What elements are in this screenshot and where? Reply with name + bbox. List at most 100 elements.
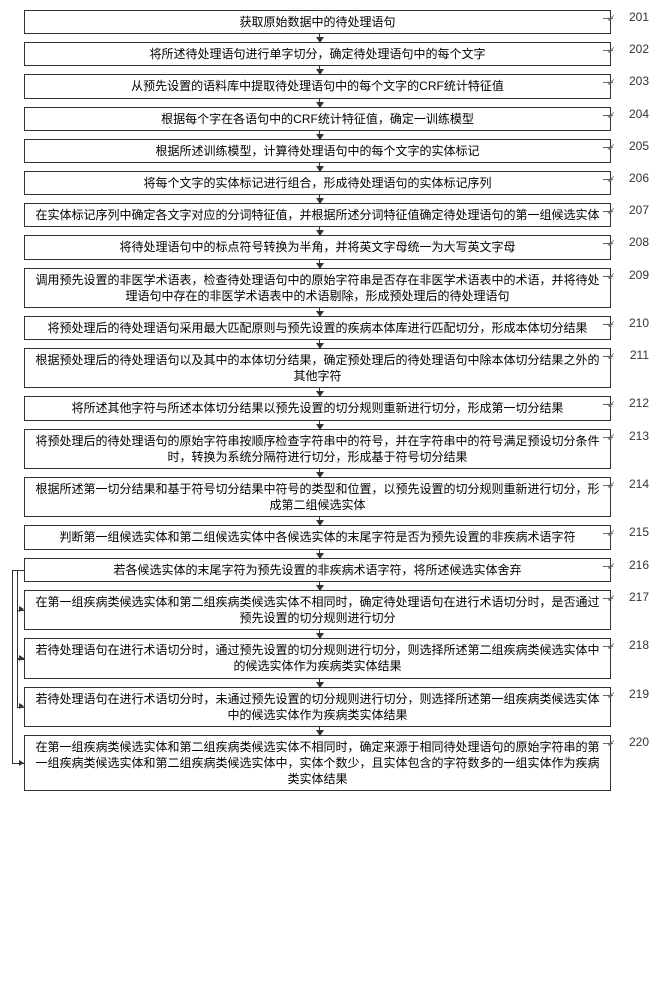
flow-step: 根据所述第一切分结果和基于符号切分结果中符号的类型和位置，以预先设置的切分规则重… [10, 477, 649, 517]
leader-icon: ↙ [607, 528, 615, 540]
flow-step: 将预处理后的待处理语句的原始字符串按顺序检查字符串中的符号，并在字符串中的符号满… [10, 429, 649, 469]
arrow-row [10, 308, 649, 316]
step-number: ↙219 [611, 687, 649, 701]
flow-step: 若待处理语句在进行术语切分时，通过预先设置的切分规则进行切分，则选择所述第二组疾… [10, 638, 649, 678]
spacer [615, 582, 649, 590]
flow-step: 在实体标记序列中确定各文字对应的分词特征值，并根据所述分词特征值确定待处理语句的… [10, 203, 649, 227]
step-number-text: 210 [629, 316, 649, 330]
branch-lines [10, 10, 24, 791]
down-arrow-icon [319, 99, 321, 107]
step-number: ↙202 [611, 42, 649, 56]
arrow-cell [24, 550, 615, 558]
step-number-text: 213 [629, 429, 649, 443]
step-number-text: 202 [629, 42, 649, 56]
step-box: 将每个文字的实体标记进行组合，形成待处理语句的实体标记序列 [24, 171, 611, 195]
arrow-row [10, 421, 649, 429]
step-number: ↙215 [611, 525, 649, 539]
step-box: 获取原始数据中的待处理语句 [24, 10, 611, 34]
step-number: ↙216 [611, 558, 649, 572]
leader-icon: ↙ [607, 432, 615, 444]
step-number: ↙207 [611, 203, 649, 217]
spacer [615, 550, 649, 558]
arrow-row [10, 550, 649, 558]
flow-step: 将预处理后的待处理语句采用最大匹配原则与预先设置的疾病本体库进行匹配切分，形成本… [10, 316, 649, 340]
down-arrow-icon [319, 550, 321, 558]
flow-step: 将待处理语句中的标点符号转换为半角，并将英文字母统一为大写英文字母↙208 [10, 235, 649, 259]
arrow-cell [24, 388, 615, 396]
arrow-cell [24, 582, 615, 590]
spacer [615, 727, 649, 735]
flow-step: 将所述其他字符与所述本体切分结果以预先设置的切分规则重新进行切分，形成第一切分结… [10, 396, 649, 420]
arrow-cell [24, 727, 615, 735]
arrow-cell [24, 630, 615, 638]
step-box: 根据预处理后的待处理语句以及其中的本体切分结果，确定预处理后的待处理语句中除本体… [24, 348, 611, 388]
spacer [615, 99, 649, 107]
arrow-row [10, 517, 649, 525]
step-box: 将所述其他字符与所述本体切分结果以预先设置的切分规则重新进行切分，形成第一切分结… [24, 396, 611, 420]
spacer [615, 163, 649, 171]
leader-icon: ↙ [607, 206, 615, 218]
step-box: 在第一组疾病类候选实体和第二组疾病类候选实体不相同时，确定来源于相同待处理语句的… [24, 735, 611, 792]
leader-icon: ↙ [607, 174, 615, 186]
leader-icon: ↙ [607, 238, 615, 250]
spacer [615, 195, 649, 203]
step-box: 在第一组疾病类候选实体和第二组疾病类候选实体不相同时，确定待处理语句在进行术语切… [24, 590, 611, 630]
leader-icon: ↙ [607, 271, 615, 283]
spacer [615, 66, 649, 74]
arrow-row [10, 34, 649, 42]
spacer [615, 517, 649, 525]
step-number-text: 211 [630, 348, 649, 362]
step-number-text: 204 [629, 107, 649, 121]
leader-icon: ↙ [607, 399, 615, 411]
leader-icon: ↙ [607, 77, 615, 89]
down-arrow-icon [319, 131, 321, 139]
step-number: ↙214 [611, 477, 649, 491]
leader-icon: ↙ [607, 351, 615, 363]
arrow-cell [24, 66, 615, 74]
arrow-row [10, 727, 649, 735]
flowchart: 获取原始数据中的待处理语句↙201将所述待处理语句进行单字切分，确定待处理语句中… [10, 10, 649, 791]
step-number: ↙217 [611, 590, 649, 604]
flow-step: 根据所述训练模型，计算待处理语句中的每个文字的实体标记↙205 [10, 139, 649, 163]
step-number: ↙206 [611, 171, 649, 185]
step-number-text: 216 [629, 558, 649, 572]
down-arrow-icon [319, 727, 321, 735]
step-number-text: 203 [629, 74, 649, 88]
step-number: ↙212 [611, 396, 649, 410]
down-arrow-icon [319, 227, 321, 235]
step-number-text: 205 [629, 139, 649, 153]
arrow-cell [24, 679, 615, 687]
leader-icon: ↙ [607, 110, 615, 122]
spacer [615, 308, 649, 316]
step-number: ↙204 [611, 107, 649, 121]
down-arrow-icon [319, 630, 321, 638]
down-arrow-icon [319, 469, 321, 477]
arrow-cell [24, 34, 615, 42]
step-number: ↙209 [611, 268, 649, 282]
step-number: ↙213 [611, 429, 649, 443]
spacer [615, 227, 649, 235]
step-number: ↙220 [611, 735, 649, 749]
leader-icon: ↙ [607, 641, 615, 653]
arrow-row [10, 66, 649, 74]
arrow-cell [24, 421, 615, 429]
leader-icon: ↙ [607, 593, 615, 605]
arrow-row [10, 582, 649, 590]
step-number: ↙211 [611, 348, 649, 362]
arrow-row [10, 227, 649, 235]
down-arrow-icon [319, 421, 321, 429]
step-box: 根据每个字在各语句中的CRF统计特征值，确定一训练模型 [24, 107, 611, 131]
step-number: ↙218 [611, 638, 649, 652]
spacer [615, 630, 649, 638]
spacer [615, 34, 649, 42]
flow-step: 根据预处理后的待处理语句以及其中的本体切分结果，确定预处理后的待处理语句中除本体… [10, 348, 649, 388]
step-number-text: 201 [629, 10, 649, 24]
flow-step: 在第一组疾病类候选实体和第二组疾病类候选实体不相同时，确定待处理语句在进行术语切… [10, 590, 649, 630]
step-box: 调用预先设置的非医学术语表，检查待处理语句中的原始字符串是否存在非医学术语表中的… [24, 268, 611, 308]
arrow-row [10, 163, 649, 171]
down-arrow-icon [319, 66, 321, 74]
step-number: ↙205 [611, 139, 649, 153]
flow-step: 在第一组疾病类候选实体和第二组疾病类候选实体不相同时，确定来源于相同待处理语句的… [10, 735, 649, 792]
step-number-text: 219 [629, 687, 649, 701]
step-number: ↙208 [611, 235, 649, 249]
